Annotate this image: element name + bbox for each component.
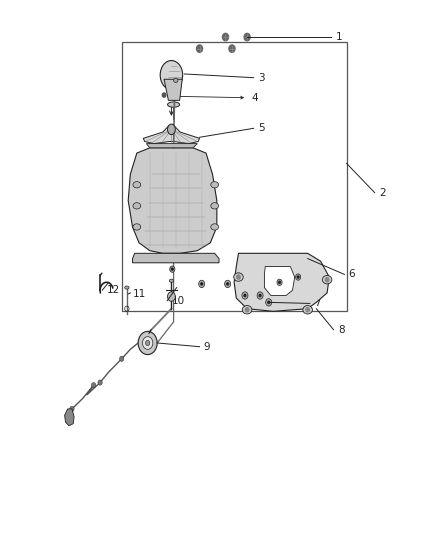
Circle shape <box>142 337 153 349</box>
Circle shape <box>138 332 157 354</box>
Ellipse shape <box>133 224 141 230</box>
Ellipse shape <box>211 182 219 188</box>
Circle shape <box>162 93 166 97</box>
Ellipse shape <box>234 273 243 281</box>
Circle shape <box>171 268 173 270</box>
Polygon shape <box>146 143 198 148</box>
Text: 11: 11 <box>133 289 146 299</box>
Circle shape <box>225 280 231 288</box>
Circle shape <box>279 281 280 284</box>
Ellipse shape <box>133 182 141 188</box>
Circle shape <box>242 292 248 299</box>
Ellipse shape <box>322 276 332 284</box>
Circle shape <box>227 283 229 285</box>
Circle shape <box>120 356 124 361</box>
Circle shape <box>98 380 102 385</box>
Ellipse shape <box>168 102 180 107</box>
Ellipse shape <box>242 305 252 314</box>
Circle shape <box>266 298 272 306</box>
Circle shape <box>223 34 229 41</box>
Polygon shape <box>265 266 295 295</box>
Bar <box>122 42 346 311</box>
Circle shape <box>197 45 202 52</box>
Text: 10: 10 <box>171 296 184 306</box>
Circle shape <box>229 45 235 52</box>
Polygon shape <box>164 79 182 100</box>
Circle shape <box>257 292 263 299</box>
Ellipse shape <box>303 305 312 314</box>
Circle shape <box>325 278 329 282</box>
Polygon shape <box>234 253 329 311</box>
Polygon shape <box>65 409 74 426</box>
Ellipse shape <box>211 224 219 230</box>
Circle shape <box>199 280 205 288</box>
Circle shape <box>70 406 74 411</box>
Circle shape <box>237 275 240 279</box>
Text: 4: 4 <box>251 93 258 103</box>
Ellipse shape <box>125 286 129 289</box>
Text: 5: 5 <box>258 123 265 133</box>
Circle shape <box>277 279 282 286</box>
Text: 7: 7 <box>314 298 321 309</box>
Ellipse shape <box>160 61 183 90</box>
Text: 12: 12 <box>106 285 120 295</box>
Polygon shape <box>128 148 217 253</box>
Text: 1: 1 <box>336 32 343 42</box>
Circle shape <box>268 301 270 303</box>
Circle shape <box>297 276 299 278</box>
Ellipse shape <box>173 78 178 83</box>
Ellipse shape <box>133 203 141 209</box>
Ellipse shape <box>211 203 219 209</box>
Circle shape <box>259 294 261 296</box>
Polygon shape <box>133 253 219 263</box>
Circle shape <box>244 34 250 41</box>
Circle shape <box>296 274 301 280</box>
Circle shape <box>92 383 96 388</box>
Circle shape <box>201 283 202 285</box>
Text: 9: 9 <box>204 342 211 352</box>
Circle shape <box>170 266 175 272</box>
Text: 3: 3 <box>258 72 265 83</box>
Circle shape <box>306 308 309 312</box>
Circle shape <box>244 294 246 296</box>
Circle shape <box>145 341 150 345</box>
Polygon shape <box>143 126 200 143</box>
Text: 2: 2 <box>379 188 385 198</box>
Ellipse shape <box>169 279 173 282</box>
Text: 6: 6 <box>349 269 355 279</box>
Circle shape <box>245 308 249 312</box>
Text: 8: 8 <box>338 325 345 335</box>
Circle shape <box>168 292 175 301</box>
Ellipse shape <box>168 124 175 135</box>
